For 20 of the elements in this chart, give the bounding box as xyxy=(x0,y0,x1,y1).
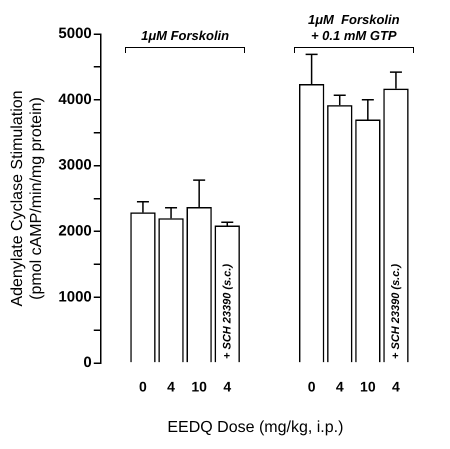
annotation: + SCH 23390 (s.c.) xyxy=(390,264,402,359)
x-tick-label: 10 xyxy=(360,378,376,394)
x-tick-label: 4 xyxy=(336,378,344,394)
y-tick-label: 3000 xyxy=(58,156,92,174)
annotation: 1μM Forskolin xyxy=(141,28,230,43)
y-axis-title: Adenylate Cyclase Stimulation (pmol cAMP/min/mg protein) xyxy=(9,90,46,307)
x-tick-label: 4 xyxy=(223,378,232,394)
y-tick-label: 4000 xyxy=(58,90,92,108)
x-tick-label: 0 xyxy=(139,378,148,394)
x-tick-label: 4 xyxy=(167,378,176,394)
x-tick-label: 10 xyxy=(191,378,208,394)
y-tick-label: 2000 xyxy=(58,222,92,240)
y-tick-label: 0 xyxy=(83,354,92,372)
x-tick-label: 4 xyxy=(392,378,400,394)
y-tick-label: 1000 xyxy=(58,288,92,306)
x-axis-title: EEDQ Dose (mg/kg, i.p.) xyxy=(167,418,344,436)
annotation: 1μM Forskolin + 0.1 mM GTP xyxy=(308,12,400,43)
annotation: + SCH 23390 (s.c.) xyxy=(221,264,234,359)
x-tick-label: 0 xyxy=(308,378,316,394)
y-tick-label: 5000 xyxy=(58,25,92,42)
